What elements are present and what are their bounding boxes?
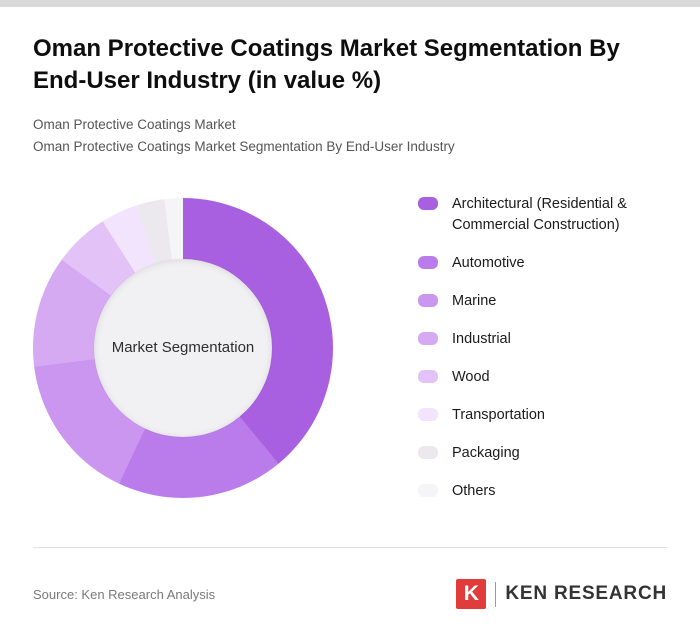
- footer: Source: Ken Research Analysis K KEN RESE…: [33, 579, 667, 609]
- legend-label: Automotive: [452, 254, 525, 271]
- legend-label: Others: [452, 482, 496, 499]
- legend-swatch: [418, 293, 438, 307]
- donut-chart-wrap: Market Segmentation: [33, 197, 333, 498]
- legend-item: Packaging: [418, 443, 666, 464]
- legend-item: Automotive: [418, 253, 666, 274]
- legend-label: Transportation: [452, 406, 545, 423]
- legend-swatch: [418, 331, 438, 345]
- legend-item: Industrial: [418, 329, 666, 350]
- logo-k-icon: K: [456, 579, 487, 609]
- legend-item: Marine: [418, 291, 666, 312]
- legend-swatch: [418, 483, 438, 497]
- legend-swatch: [418, 407, 438, 421]
- donut-center: Market Segmentation: [94, 258, 272, 437]
- legend-swatch: [418, 196, 438, 210]
- footer-divider: [33, 547, 667, 548]
- report-body: Oman Protective Coatings Market Segmenta…: [0, 33, 700, 502]
- source-text: Source: Ken Research Analysis: [33, 586, 216, 602]
- chart-area: Market Segmentation Architectural (Resid…: [33, 196, 667, 502]
- legend-label: Packaging: [452, 444, 520, 461]
- subtitle-segmentation: Oman Protective Coatings Market Segmenta…: [33, 138, 455, 154]
- ken-research-logo: K KEN RESEARCH: [456, 579, 667, 609]
- legend-label: Architectural (Residential & Commercial …: [452, 195, 627, 233]
- legend-item: Wood: [418, 367, 666, 388]
- logo-separator: [495, 581, 497, 607]
- legend-label: Wood: [452, 368, 490, 385]
- donut-center-label: Market Segmentation: [111, 339, 255, 357]
- legend-label: Marine: [452, 292, 497, 309]
- legend-swatch: [418, 369, 438, 383]
- legend-item: Others: [418, 481, 666, 502]
- legend-item: Transportation: [418, 405, 666, 426]
- top-strip: [0, 0, 700, 7]
- logo-brand-text: KEN RESEARCH: [505, 583, 667, 604]
- page-title: Oman Protective Coatings Market Segmenta…: [33, 35, 620, 94]
- legend-item: Architectural (Residential & Commercial …: [418, 194, 666, 236]
- subtitle-market: Oman Protective Coatings Market: [33, 116, 236, 132]
- legend: Architectural (Residential & Commercial …: [418, 194, 666, 502]
- legend-swatch: [418, 445, 438, 459]
- legend-swatch: [418, 255, 438, 269]
- legend-label: Industrial: [452, 330, 511, 347]
